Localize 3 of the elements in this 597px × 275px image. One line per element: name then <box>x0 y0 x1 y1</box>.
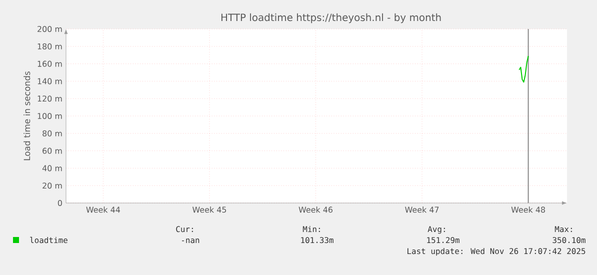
line-series <box>518 55 529 83</box>
chart-title: HTTP loadtime https://theyosh.nl - by month <box>221 13 441 24</box>
y-axis-title: Load time in seconds <box>24 71 30 160</box>
